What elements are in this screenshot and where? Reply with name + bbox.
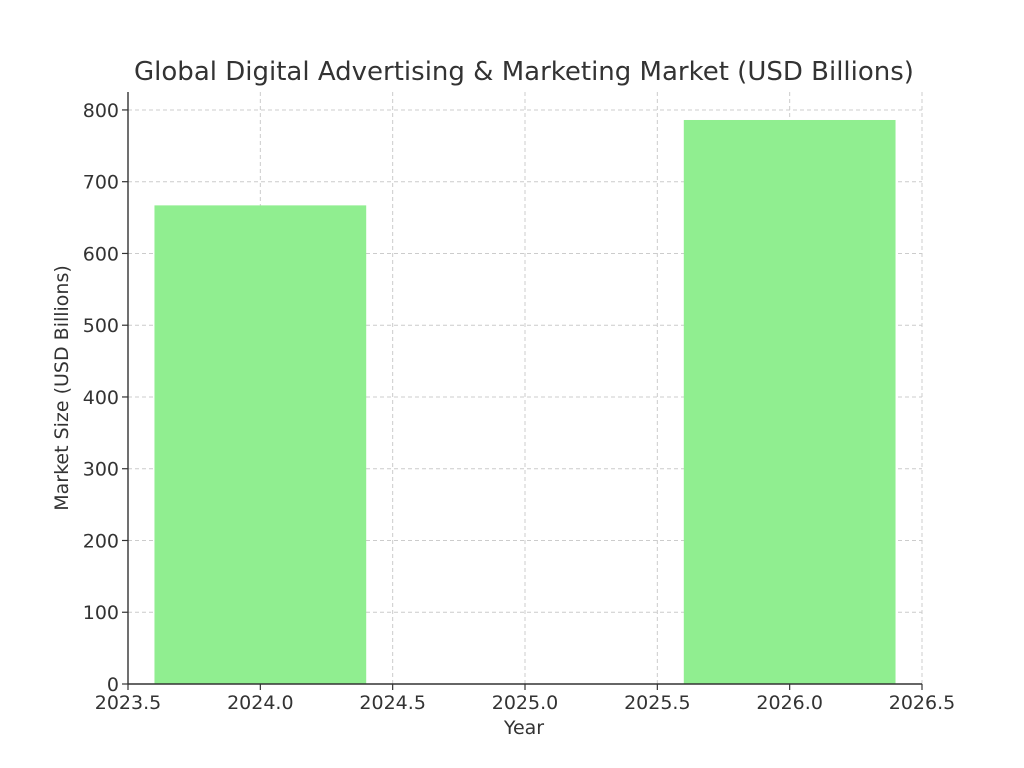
y-tick-label: 400	[83, 387, 119, 409]
x-tick-label: 2024.0	[227, 692, 293, 714]
y-tick-label: 100	[83, 602, 119, 624]
x-axis-label: Year	[503, 717, 544, 739]
y-tick-label: 0	[107, 674, 119, 696]
y-tick-label: 300	[83, 459, 119, 481]
x-tick-label: 2026.5	[889, 692, 955, 714]
x-tick-label: 2025.5	[624, 692, 690, 714]
x-tick-label: 2026.0	[756, 692, 822, 714]
y-axis-label: Market Size (USD Billions)	[51, 265, 73, 511]
bars	[154, 119, 896, 685]
x-tick-label: 2023.5	[95, 692, 161, 714]
y-tick-label: 200	[83, 530, 119, 552]
axes	[122, 92, 923, 690]
x-tick-label: 2025.0	[492, 692, 558, 714]
bar	[683, 119, 896, 684]
chart-title: Global Digital Advertising & Marketing M…	[134, 57, 914, 87]
bar	[154, 205, 367, 685]
y-tick-label: 700	[83, 172, 119, 194]
y-tick-label: 500	[83, 315, 119, 337]
x-tick-label: 2024.5	[359, 692, 425, 714]
tick-labels: 2023.5 2024.0 2024.5 2025.0 2025.5 2026.0 2026…	[83, 100, 956, 714]
y-tick-label: 600	[83, 243, 119, 265]
y-tick-label: 800	[83, 100, 119, 122]
